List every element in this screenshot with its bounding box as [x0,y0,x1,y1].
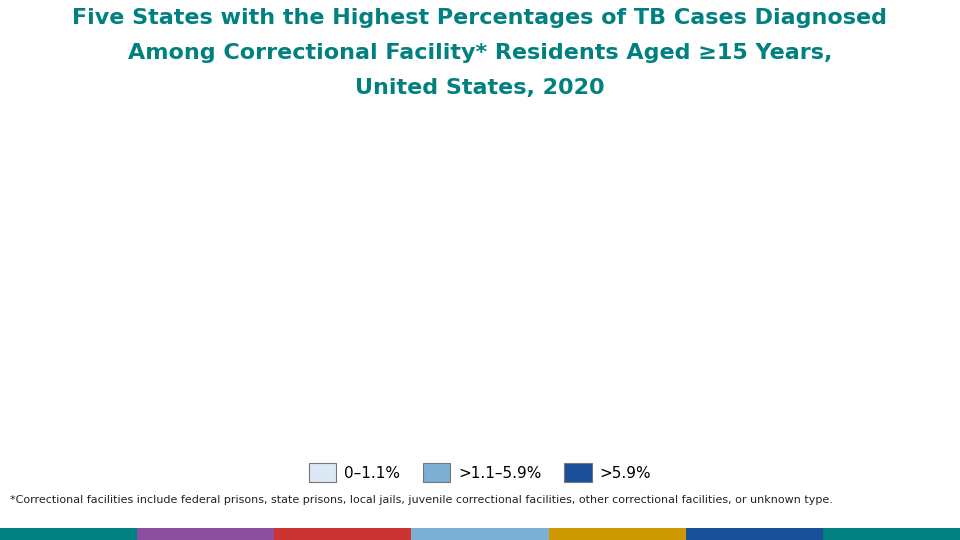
Text: Among Correctional Facility* Residents Aged ≥15 Years,: Among Correctional Facility* Residents A… [128,43,832,63]
Text: United States, 2020: United States, 2020 [355,78,605,98]
Bar [0,528,137,540]
Bar [823,528,960,540]
Legend: 0–1.1%, >1.1–5.9%, >5.9%: 0–1.1%, >1.1–5.9%, >5.9% [302,457,658,488]
Bar [548,528,685,540]
Bar [137,528,275,540]
Text: Five States with the Highest Percentages of TB Cases Diagnosed: Five States with the Highest Percentages… [73,8,887,28]
Bar [275,528,412,540]
Bar [412,528,548,540]
Text: *Correctional facilities include federal prisons, state prisons, local jails, ju: *Correctional facilities include federal… [10,495,832,505]
Bar [685,528,823,540]
